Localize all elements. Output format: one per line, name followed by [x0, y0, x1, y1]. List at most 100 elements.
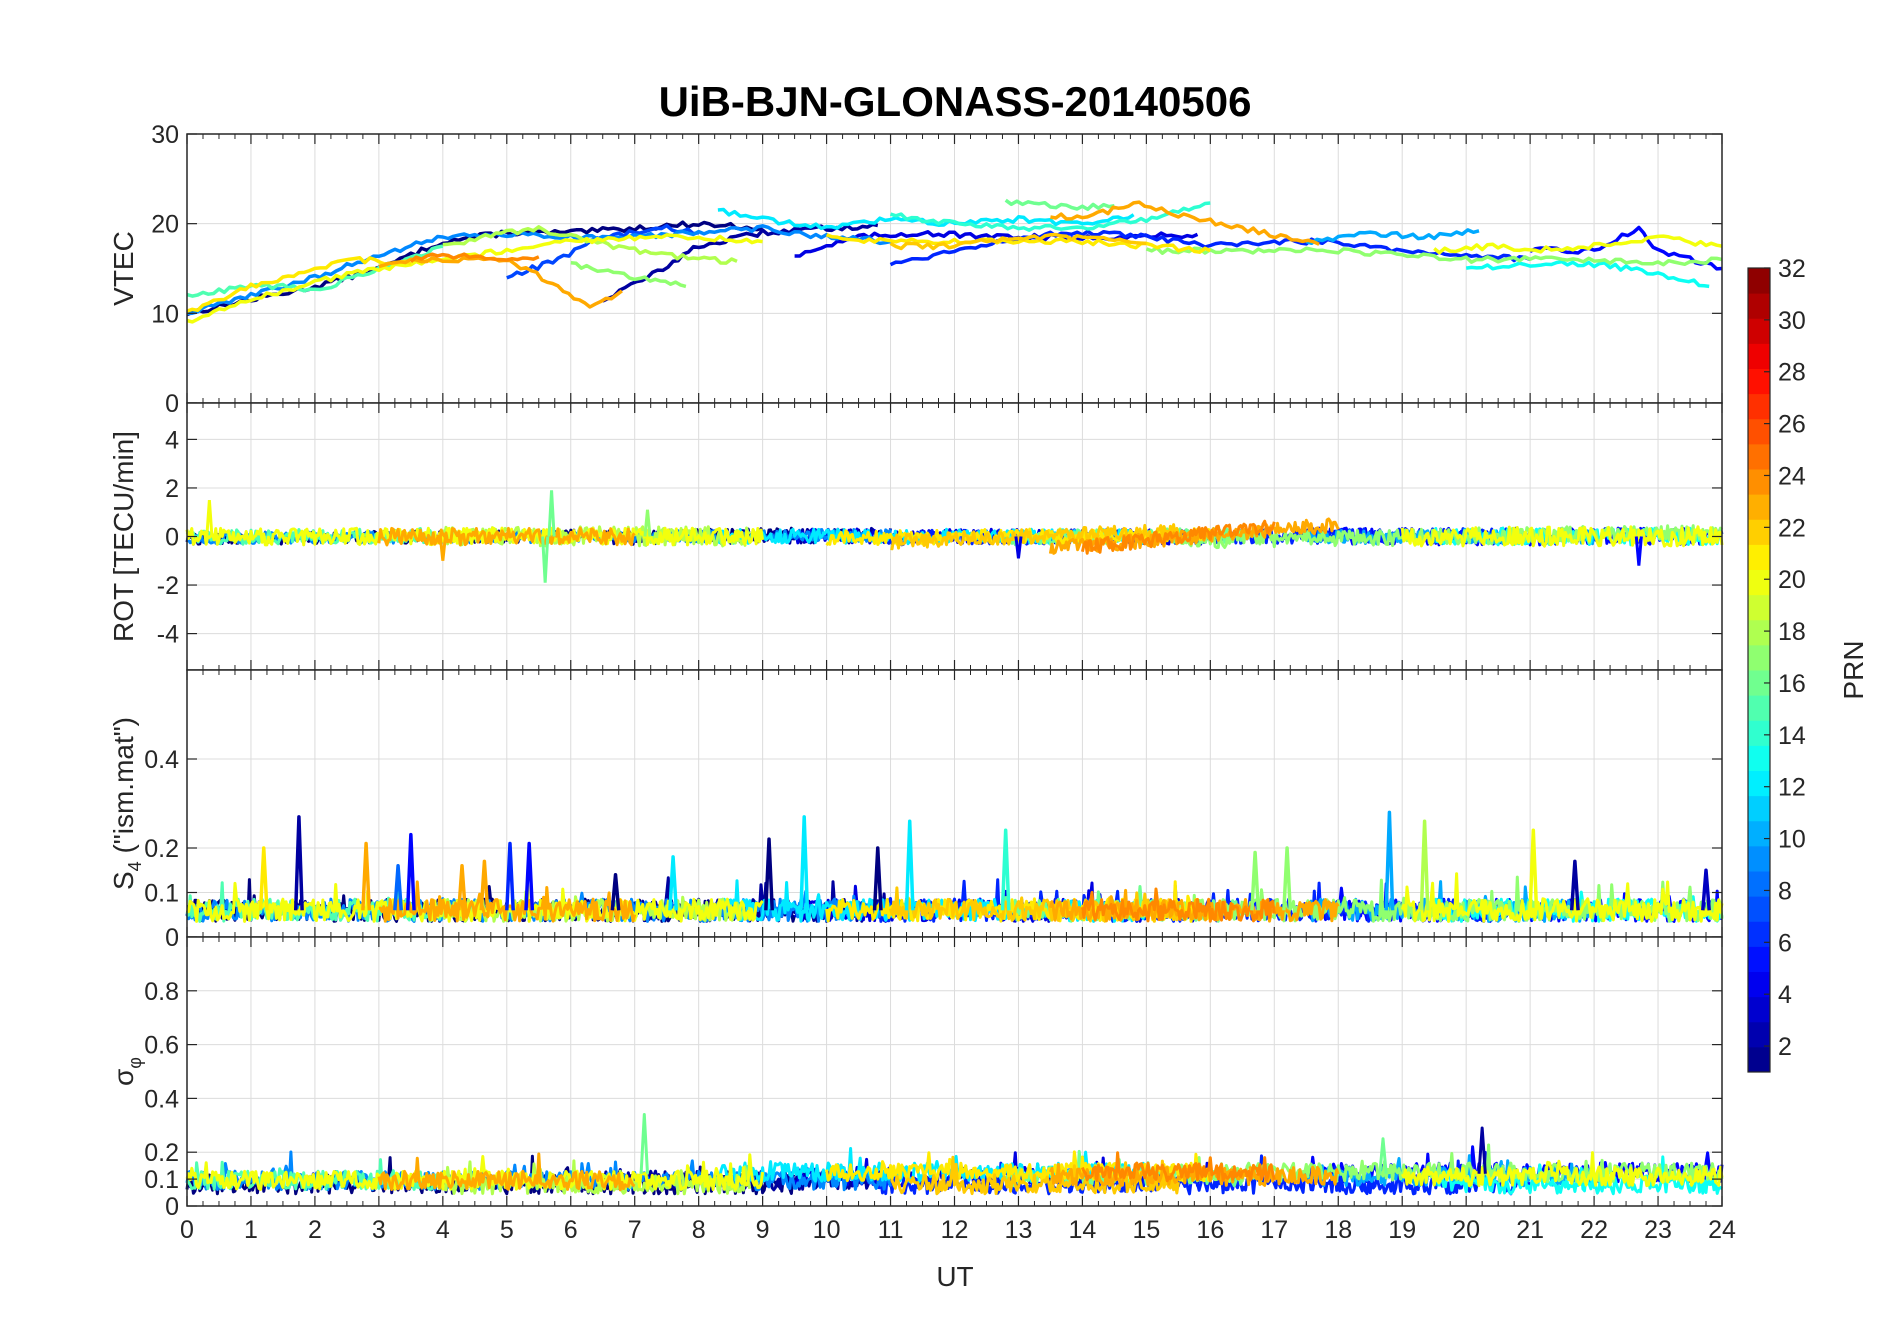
s4-spike — [361, 841, 372, 911]
vtec-series-line — [889, 232, 1147, 251]
x-tick-label: 7 — [628, 1216, 642, 1244]
y-axis-label-part: S — [108, 871, 139, 890]
colorbar-tick-label: 24 — [1778, 462, 1806, 490]
y-tick-label: 0 — [165, 390, 179, 418]
colorbar-tick-label: 4 — [1778, 981, 1792, 1009]
colorbar-band — [1748, 318, 1770, 344]
x-tick-label: 1 — [244, 1216, 258, 1244]
y-tick-label: -4 — [157, 621, 179, 649]
s4-spike — [1000, 828, 1011, 911]
colorbar-band — [1748, 594, 1770, 621]
s4-spike — [393, 864, 404, 911]
x-tick-label: 22 — [1580, 1216, 1608, 1244]
colorbar-tick-label: 22 — [1778, 514, 1806, 542]
colorbar-band — [1748, 670, 1770, 696]
y-axis-label-subscript: φ — [125, 1057, 145, 1069]
colorbar-tick-label: 16 — [1778, 670, 1806, 698]
colorbar-tick-label: 30 — [1778, 307, 1806, 335]
sigma-phi-series-line — [1081, 1151, 1276, 1183]
y-axis-label: σφ — [108, 1057, 145, 1086]
vtec-series-line — [186, 224, 891, 316]
y-tick-label: 0.2 — [144, 835, 179, 863]
rot-series-line — [1400, 525, 1724, 548]
s4-spike — [1384, 810, 1395, 911]
x-tick-label: 13 — [1005, 1216, 1033, 1244]
rot-peak — [547, 490, 556, 537]
vtec-series-line — [889, 201, 1211, 232]
colorbar-band — [1748, 946, 1770, 972]
y-tick-label: 0 — [165, 1193, 179, 1221]
x-tick-label: 10 — [813, 1216, 841, 1244]
s4-spike — [293, 815, 304, 911]
y-tick-label: 20 — [151, 211, 179, 239]
x-tick-label: 21 — [1516, 1216, 1544, 1244]
s4-spike — [405, 832, 416, 911]
s4-spike — [764, 837, 774, 911]
y-tick-label: 0 — [165, 524, 179, 552]
colorbar-tick-label: 26 — [1778, 411, 1806, 439]
y-axis-label-part: σ — [108, 1069, 139, 1086]
colorbar-band — [1748, 644, 1770, 671]
rot-series-line — [185, 526, 765, 547]
s4-series-line — [185, 881, 764, 923]
colorbar-band — [1748, 443, 1770, 470]
x-tick-label: 18 — [1324, 1216, 1352, 1244]
sigma-phi-series-line — [185, 1153, 765, 1191]
s4-spike — [524, 841, 535, 911]
x-tick-label: 8 — [692, 1216, 706, 1244]
s4-spike — [610, 872, 621, 911]
x-tick-label: 3 — [372, 1216, 386, 1244]
rot-series-line — [1080, 519, 1276, 555]
s4-series-line — [1080, 887, 1276, 923]
colorbar-band — [1748, 519, 1770, 545]
colorbar-band — [1748, 896, 1770, 922]
colorbar-band — [1748, 720, 1770, 746]
colorbar-tick-label: 8 — [1778, 877, 1792, 905]
colorbar-band — [1748, 1021, 1770, 1048]
vtec-series-line — [186, 255, 412, 313]
x-tick-label: 6 — [564, 1216, 578, 1244]
s4-spike — [505, 841, 515, 911]
rot-peak — [205, 499, 214, 537]
vtec-series-line — [409, 252, 540, 264]
y-axis-label: VTEC — [108, 231, 139, 306]
x-tick-label: 12 — [941, 1216, 969, 1244]
s4-spike — [1250, 850, 1261, 911]
s4-series-line — [1400, 872, 1724, 923]
colorbar-band — [1748, 871, 1770, 897]
y-tick-label: 10 — [151, 300, 179, 328]
colorbar-band — [1748, 795, 1770, 822]
y-tick-label: 4 — [165, 426, 179, 454]
y-tick-label: 0.1 — [144, 1166, 179, 1194]
sigma-phase-panel: 00.10.20.40.60.80 1 2 3 4 5 6 7 8 9 10 11 12 13 14 15 16… — [108, 936, 1736, 1244]
sigma-phi-spike — [1477, 1126, 1487, 1174]
y-axis-label-part: ROT [TECU/min] — [108, 431, 139, 642]
colorbar-band — [1748, 619, 1770, 646]
y-axis-label-part: ("ism.mat") — [108, 717, 139, 861]
colorbar-band — [1748, 494, 1770, 520]
rot-peak — [1014, 536, 1023, 559]
colorbar-band — [1748, 393, 1770, 420]
y-axis-label: S4 ("ism.mat") — [108, 717, 145, 890]
sigma-phi-spike — [639, 1113, 649, 1174]
rot-peak — [643, 509, 652, 537]
s4-spike — [1569, 859, 1580, 911]
s4-spike — [1528, 828, 1539, 911]
s4-spike — [799, 815, 810, 911]
x-tick-label: 20 — [1452, 1216, 1480, 1244]
x-tick-label: 16 — [1196, 1216, 1224, 1244]
colorbar-band — [1748, 418, 1770, 445]
y-tick-label: 2 — [165, 475, 179, 503]
s4-spike — [1419, 819, 1430, 911]
vtec-series-line — [570, 261, 687, 289]
colorbar-band — [1748, 469, 1770, 495]
colorbar-tick-label: 20 — [1778, 566, 1806, 594]
colorbar-band — [1748, 820, 1770, 847]
y-tick-label: 0.8 — [144, 978, 179, 1006]
x-tick-label: 23 — [1644, 1216, 1672, 1244]
y-tick-label: 0.6 — [144, 1032, 179, 1060]
y-axis-label-part: VTEC — [108, 231, 139, 306]
x-tick-label: 14 — [1069, 1216, 1097, 1244]
colorbar-label: PRN — [1838, 640, 1869, 699]
